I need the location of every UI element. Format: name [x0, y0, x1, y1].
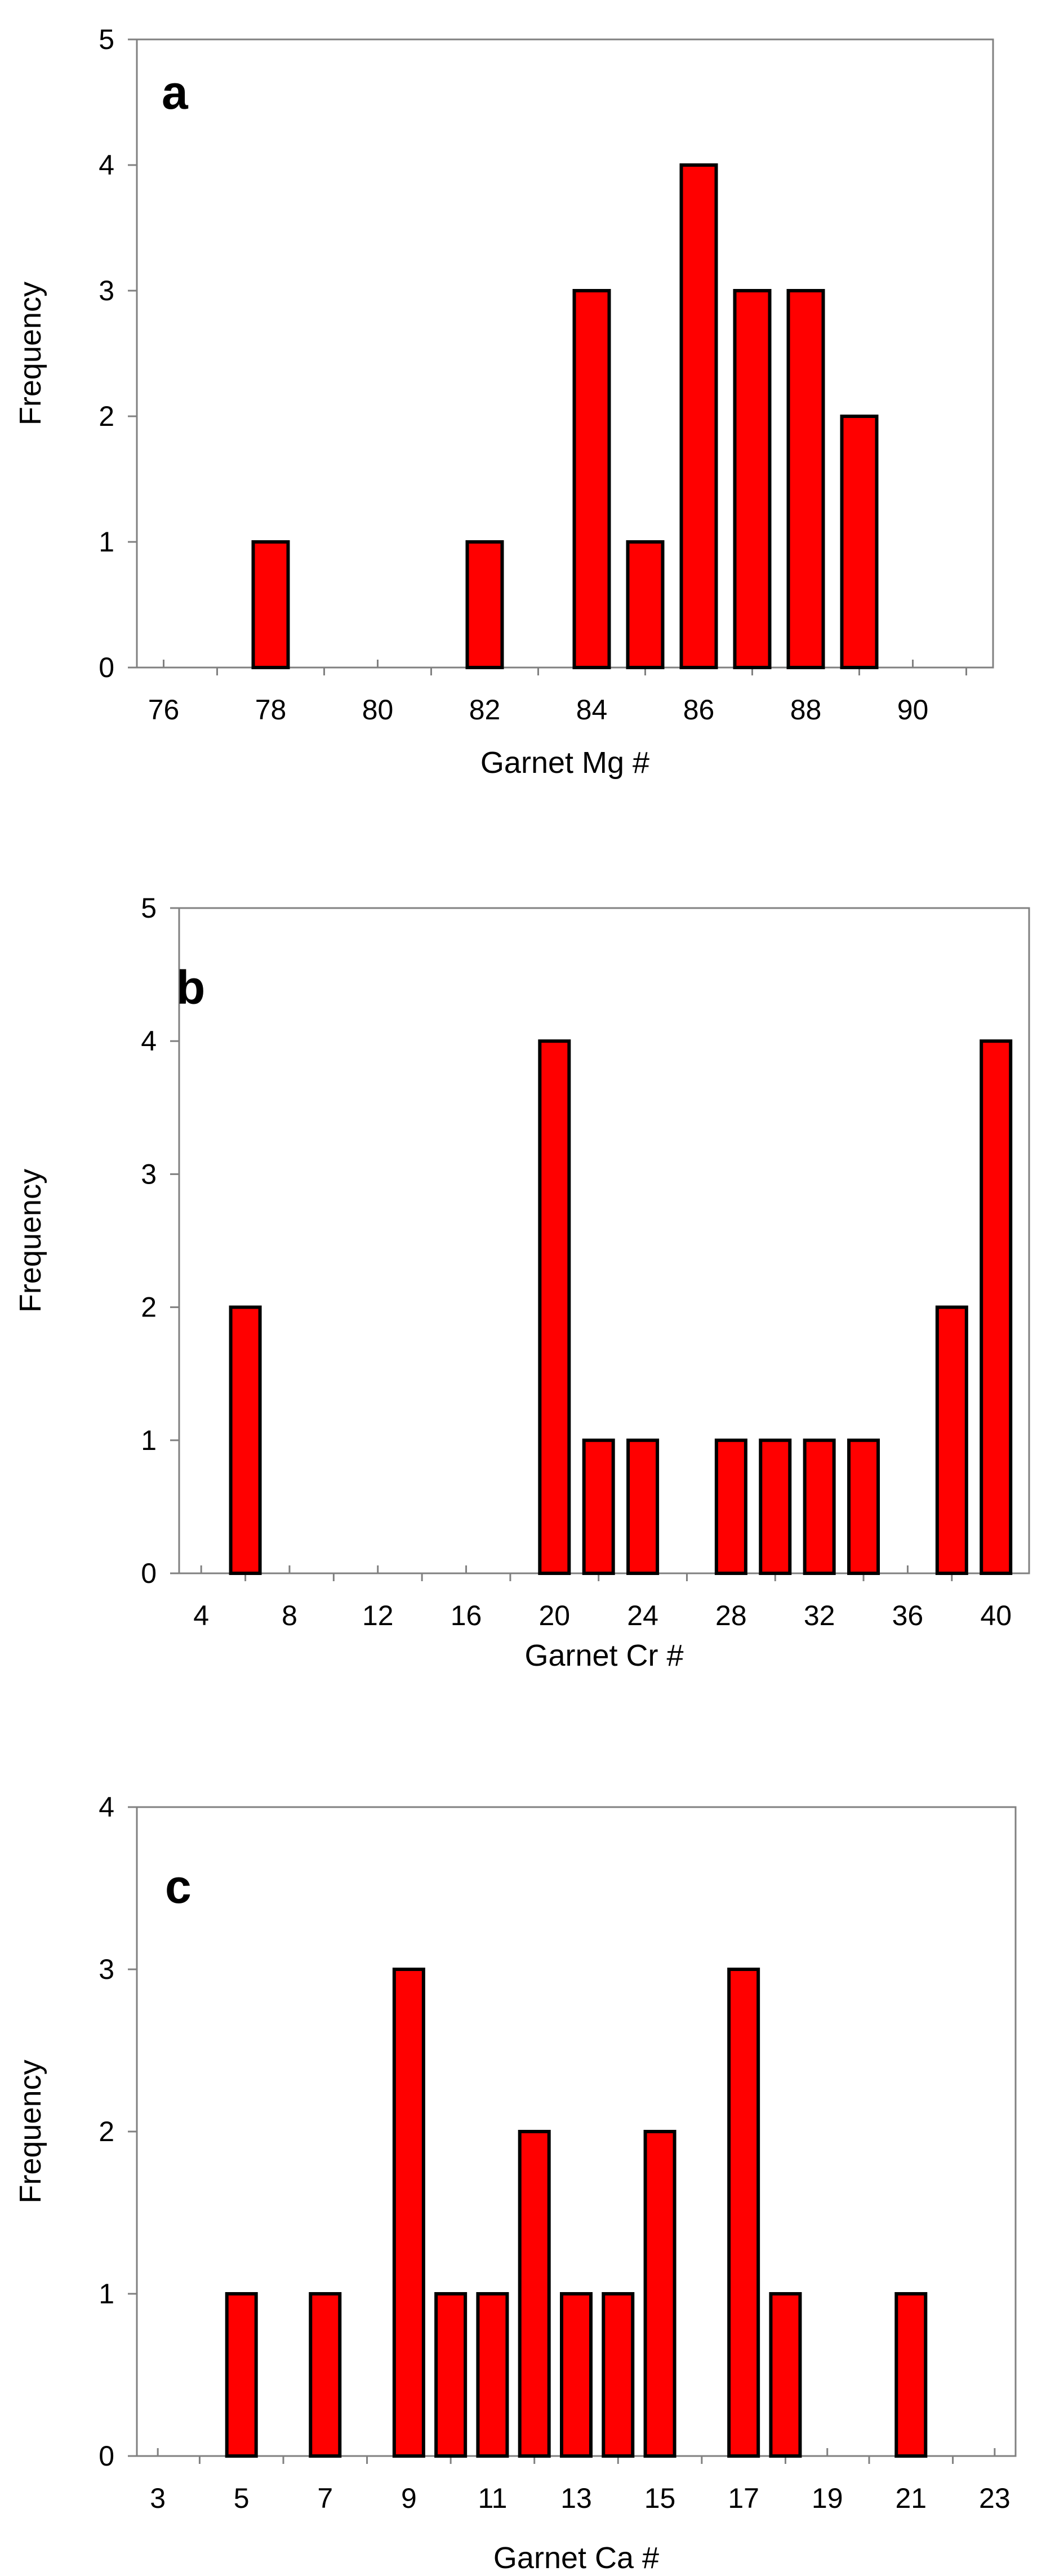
y-tick-label: 0: [99, 2440, 114, 2472]
histogram-bar: [582, 1438, 615, 1576]
histogram-bar: [714, 1438, 747, 1576]
y-tick-label: 3: [99, 1954, 114, 1985]
histogram-bar: [935, 1305, 968, 1576]
histogram-bar: [538, 1039, 571, 1575]
panel-letter: b: [176, 961, 205, 1014]
y-tick-label: 5: [141, 892, 157, 924]
x-tick-label: 86: [683, 694, 715, 726]
y-tick-label: 2: [99, 2116, 114, 2147]
x-tick-label: 40: [980, 1600, 1012, 1631]
histogram-bar: [434, 2292, 468, 2458]
histogram-bar: [229, 1305, 262, 1576]
y-tick-label: 1: [99, 2278, 114, 2310]
y-axis-title: Frequency: [14, 2059, 47, 2203]
histogram-bar: [980, 1039, 1013, 1575]
histogram-bar: [476, 2292, 509, 2458]
histogram-bar: [840, 415, 879, 669]
y-tick-label: 5: [99, 24, 114, 55]
x-axis-title: Garnet Ca #: [493, 2541, 659, 2575]
histogram-bar: [803, 1438, 836, 1576]
histogram-bar: [626, 1438, 660, 1576]
histogram-bar: [786, 289, 825, 669]
x-axis-title: Garnet Cr #: [524, 1639, 683, 1672]
x-tick-label: 80: [362, 694, 394, 726]
plot-area-frame: [136, 38, 994, 669]
x-tick-label: 13: [560, 2482, 592, 2514]
histogram-bar: [626, 540, 665, 669]
histogram-bar: [727, 1968, 760, 2458]
x-tick-label: 28: [715, 1600, 747, 1631]
histogram-bar: [894, 2292, 928, 2458]
x-tick-label: 36: [892, 1600, 924, 1631]
x-tick-label: 76: [148, 694, 180, 726]
y-tick-label: 3: [99, 275, 114, 306]
histogram-bar: [679, 163, 718, 669]
x-tick-label: 11: [478, 2482, 507, 2514]
x-tick-label: 84: [576, 694, 608, 726]
x-tick-label: 7: [317, 2482, 333, 2514]
y-axis-title: Frequency: [14, 282, 47, 425]
x-tick-label: 8: [282, 1600, 297, 1631]
histogram-bar: [225, 2292, 258, 2458]
y-tick-label: 2: [99, 401, 114, 432]
x-tick-label: 90: [897, 694, 929, 726]
histogram-bar: [392, 1968, 425, 2458]
histogram-bar: [251, 540, 290, 669]
histogram-bar: [465, 540, 504, 669]
histogram-bar: [733, 289, 772, 669]
y-tick-label: 1: [99, 526, 114, 558]
y-tick-label: 4: [99, 149, 114, 181]
histogram-bar: [309, 2292, 342, 2458]
histogram-bar: [560, 2292, 593, 2458]
histogram-bar: [643, 2130, 676, 2458]
y-axis-title: Frequency: [14, 1169, 47, 1313]
y-tick-label: 0: [99, 652, 114, 683]
x-tick-label: 20: [538, 1600, 570, 1631]
panel-letter: c: [165, 1860, 192, 1913]
x-tick-label: 19: [812, 2482, 843, 2514]
y-tick-label: 1: [141, 1425, 157, 1456]
x-tick-label: 15: [644, 2482, 676, 2514]
y-tick-label: 4: [141, 1025, 157, 1057]
histogram-bar: [847, 1438, 880, 1576]
x-tick-label: 17: [728, 2482, 759, 2514]
histogram-bar: [518, 2130, 551, 2458]
x-tick-label: 23: [979, 2482, 1011, 2514]
histogram-bar: [572, 289, 611, 669]
x-tick-label: 32: [804, 1600, 835, 1631]
y-tick-label: 4: [99, 1791, 114, 1823]
x-tick-label: 12: [362, 1600, 394, 1631]
x-tick-label: 3: [150, 2482, 166, 2514]
y-tick-label: 0: [141, 1558, 157, 1589]
chart-panel-a: 0 1 2 3 4 5 76 78 80 82 84 86 88 90 a Garnet Mg # Freque…: [14, 24, 994, 780]
x-tick-label: 4: [193, 1600, 209, 1631]
histogram-bar: [769, 2292, 802, 2458]
x-tick-label: 5: [234, 2482, 250, 2514]
histogram-bar: [759, 1438, 792, 1576]
x-tick-label: 88: [790, 694, 822, 726]
panel-letter: a: [162, 66, 189, 119]
y-tick-label: 2: [141, 1292, 157, 1323]
x-tick-label: 16: [451, 1600, 482, 1631]
x-tick-label: 78: [255, 694, 287, 726]
x-tick-label: 21: [895, 2482, 927, 2514]
histogram-bar: [602, 2292, 635, 2458]
x-tick-label: 9: [401, 2482, 417, 2514]
x-tick-label: 82: [469, 694, 501, 726]
x-axis-title: Garnet Mg #: [480, 746, 649, 780]
x-tick-label: 24: [627, 1600, 658, 1631]
y-tick-label: 3: [141, 1158, 157, 1190]
